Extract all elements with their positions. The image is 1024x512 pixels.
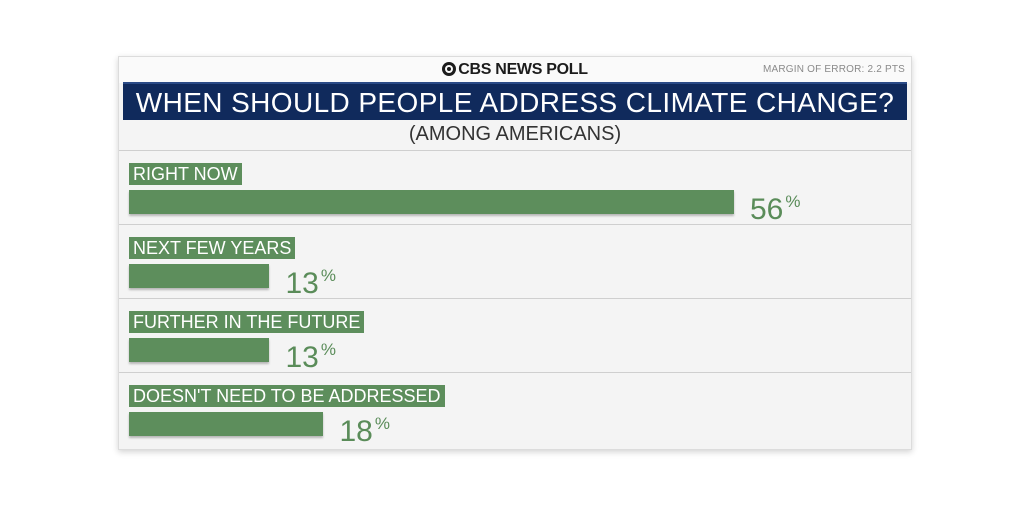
value-label: 18% [339, 409, 390, 447]
value-label: 13% [285, 261, 336, 299]
value-unit: % [320, 266, 336, 285]
chart-subtitle: (AMONG AMERICANS) [408, 123, 622, 145]
chart-title: WHEN SHOULD PEOPLE ADDRESS CLIMATE CHANG… [135, 87, 895, 118]
value-unit: % [785, 192, 801, 211]
category-label: DOESN'T NEED TO BE ADDRESSED [129, 385, 445, 407]
bar [129, 264, 270, 288]
brand-logo: CBS NEWS POLL [119, 61, 911, 79]
bar [129, 412, 324, 436]
cbs-eye-icon [442, 62, 457, 76]
row-separator [119, 372, 911, 373]
value-unit: % [320, 340, 336, 359]
category-label: FURTHER IN THE FUTURE [129, 311, 365, 333]
value-unit: % [374, 414, 390, 433]
value-label: 13% [285, 335, 336, 373]
category-label: NEXT FEW YEARS [129, 237, 296, 259]
margin-of-error: MARGIN OF ERROR: 2.2 PTS [762, 64, 905, 75]
row-separator [119, 298, 911, 299]
bar [129, 190, 734, 214]
value-number: 18 [339, 415, 373, 448]
brand-row: CBS NEWS POLL MARGIN OF ERROR: 2.2 PTS [119, 57, 911, 83]
value-number: 13 [285, 267, 319, 300]
value-number: 56 [750, 193, 784, 226]
category-label: RIGHT NOW [129, 163, 242, 185]
value-number: 13 [285, 341, 319, 374]
chart-card: CBS NEWS POLL MARGIN OF ERROR: 2.2 PTS W… [118, 56, 912, 450]
brand-name: CBS NEWS POLL [458, 61, 588, 78]
bar [129, 338, 270, 362]
row-separator [119, 224, 911, 225]
row-separator [119, 150, 911, 151]
title-bar: WHEN SHOULD PEOPLE ADDRESS CLIMATE CHANG… [123, 82, 907, 120]
value-label: 56% [750, 187, 801, 225]
